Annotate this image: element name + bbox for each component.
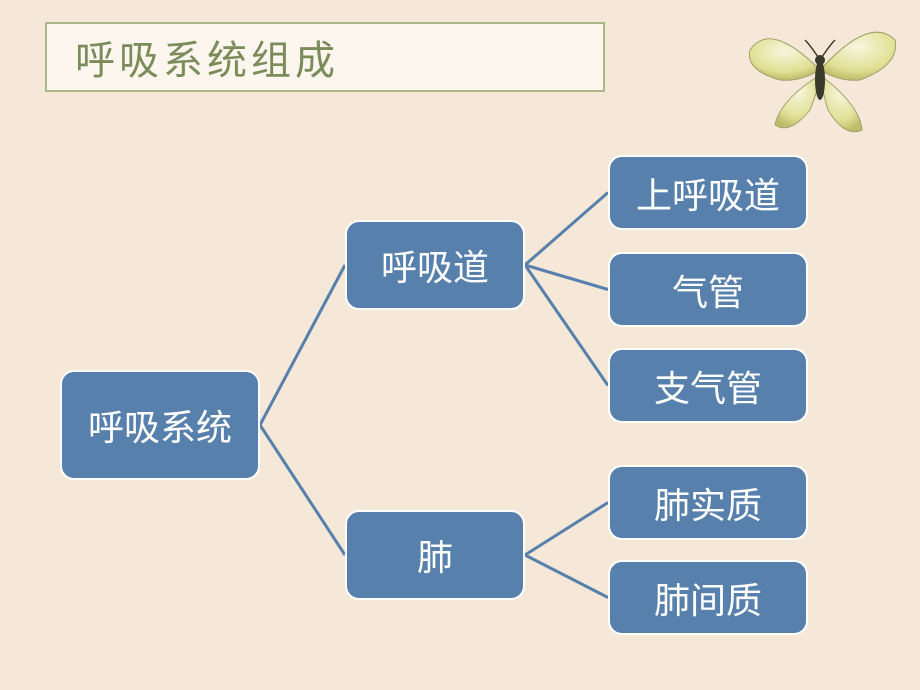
edge-branch1-leaf2 xyxy=(525,265,608,290)
tree-node-leaf3: 支气管 xyxy=(608,348,808,423)
edge-branch2-leaf4 xyxy=(525,503,608,556)
butterfly-decoration xyxy=(740,10,900,150)
tree-node-root: 呼吸系统 xyxy=(60,370,260,480)
edge-branch1-leaf3 xyxy=(525,265,608,386)
tree-node-leaf1: 上呼吸道 xyxy=(608,155,808,230)
edge-branch1-leaf1 xyxy=(525,193,608,266)
edge-root-branch2 xyxy=(260,425,345,555)
page-title: 呼吸系统组成 xyxy=(75,28,339,86)
tree-node-leaf5: 肺间质 xyxy=(608,560,808,635)
tree-node-leaf2: 气管 xyxy=(608,252,808,327)
edge-root-branch1 xyxy=(260,265,345,425)
tree-node-branch2: 肺 xyxy=(345,510,525,600)
tree-node-branch1: 呼吸道 xyxy=(345,220,525,310)
tree-node-leaf4: 肺实质 xyxy=(608,465,808,540)
edge-branch2-leaf5 xyxy=(525,555,608,598)
title-box: 呼吸系统组成 xyxy=(45,22,605,92)
